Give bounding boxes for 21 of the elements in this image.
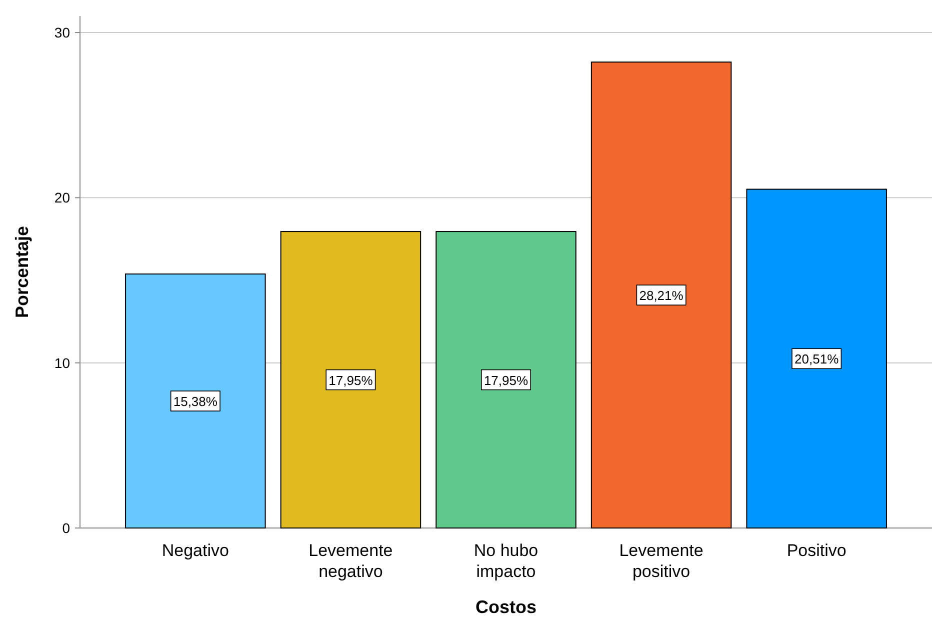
data-label: 15,38% [173,394,218,409]
bar [436,231,576,528]
data-label: 17,95% [484,372,528,388]
bar [590,62,732,528]
bar [280,231,422,528]
x-tick-label: Negativo [162,541,229,560]
x-tick-label: Levemente positivo [619,541,704,581]
data-label: 17,95% [328,372,374,388]
data-label: 20,51% [794,352,840,367]
y-tick-label: 30 [54,24,70,41]
bar [125,273,266,528]
y-axis-title: Porcentaje [12,226,32,318]
x-tick-label: Levemente negativo [308,541,393,581]
y-tick-label: 0 [62,520,70,536]
bar [746,188,887,528]
x-tick-label: No hubo impacto [474,541,538,581]
x-axis-title: Costos [475,597,537,617]
x-tick-label: Positivo [786,541,846,560]
y-tick-label: 10 [54,354,70,371]
y-tick-label: 20 [54,190,70,206]
data-label: 28,21% [639,288,684,304]
